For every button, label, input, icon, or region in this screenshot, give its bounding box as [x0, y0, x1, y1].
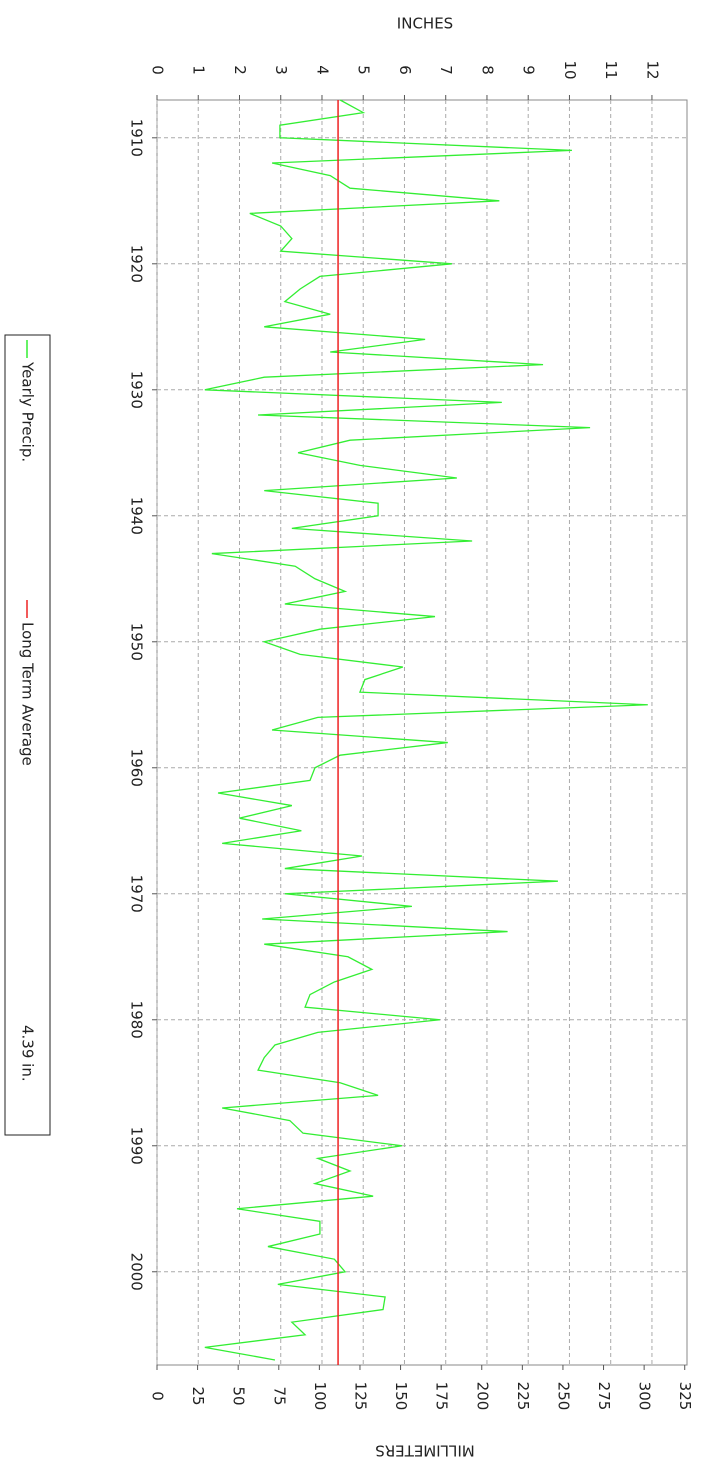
mm-tick-label: 50: [230, 1386, 248, 1405]
year-tick-label: 1940: [128, 497, 146, 535]
inches-tick-label: 0: [149, 65, 167, 75]
mm-tick-label: 25: [189, 1386, 207, 1405]
legend: [4, 334, 51, 1136]
precip-line: [204, 99, 648, 1361]
year-tick-label: 1960: [128, 749, 146, 787]
mm-tick-label: 175: [433, 1382, 451, 1411]
mm-tick-label: 75: [270, 1386, 288, 1405]
inches-tick-label: 4: [313, 65, 331, 75]
inches-tick-label: 11: [602, 60, 620, 79]
inches-axis-title: INCHES: [397, 15, 453, 33]
year-tick-label: 1990: [128, 1127, 146, 1165]
year-tick-label: 1920: [128, 245, 146, 283]
mm-axis-title: MILLIMETERS: [375, 1442, 475, 1460]
year-tick-label: 1970: [128, 875, 146, 913]
mm-tick-label: 275: [595, 1382, 613, 1411]
inches-tick-label: 12: [643, 60, 661, 79]
year-tick-label: 2000: [128, 1253, 146, 1291]
mm-tick-label: 300: [636, 1382, 654, 1411]
mm-tick-label: 200: [473, 1382, 491, 1411]
mm-tick-label: 225: [514, 1382, 532, 1411]
inches-tick-label: 8: [478, 65, 496, 75]
mm-tick-label: 250: [554, 1382, 572, 1411]
year-tick-label: 1930: [128, 371, 146, 409]
inches-tick-label: 7: [437, 65, 455, 75]
year-tick-label: 1950: [128, 623, 146, 661]
mm-tick-label: 150: [392, 1382, 410, 1411]
inches-tick-label: 1: [190, 65, 208, 75]
inches-tick-label: 10: [561, 60, 579, 79]
plot-area: [156, 99, 688, 1366]
inches-tick-label: 9: [520, 65, 538, 75]
mm-tick-label: 100: [311, 1382, 329, 1411]
mm-tick-label: 125: [351, 1382, 369, 1411]
year-tick-label: 1980: [127, 1001, 145, 1039]
mm-tick-label: 0: [149, 1391, 167, 1401]
legend-label: Yearly Precip.: [19, 361, 37, 462]
inches-tick-label: 2: [231, 65, 249, 75]
inches-tick-label: 3: [272, 65, 290, 75]
legend-average-value: 4.39 in.: [19, 1025, 37, 1082]
inches-tick-label: 5: [355, 65, 373, 75]
inches-tick-label: 6: [396, 65, 414, 75]
mm-tick-label: 325: [676, 1382, 694, 1411]
year-tick-label: 1910: [128, 119, 146, 157]
legend-label: Long Term Average: [19, 622, 37, 766]
